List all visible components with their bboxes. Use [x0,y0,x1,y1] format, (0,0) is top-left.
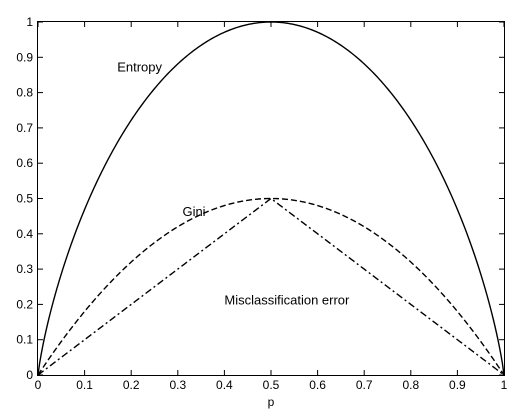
series-labels: Entropy Gini Misclassification error [117,59,350,307]
x-tick-label: 0.4 [216,378,233,392]
series-label: Entropy [117,59,162,74]
y-tick-label: 0.6 [16,156,33,170]
x-tick-label: 0.3 [169,378,186,392]
y-tick-label: 0.2 [16,297,33,311]
y-tick-label: 0.3 [16,262,33,276]
x-tick-label: 0.1 [76,378,93,392]
x-tick-label: 1 [501,378,508,392]
x-tick-label: 0 [35,378,42,392]
y-tick-label: 1 [26,15,33,29]
series-label: Gini [182,204,205,219]
x-tick-label: 0.9 [449,378,466,392]
y-tick-label: 0.1 [16,333,33,347]
y-tick-label: 0 [26,368,33,382]
x-tick-label: 0.8 [402,378,419,392]
tick-labels: 0 0.1 0.2 0.3 0.4 0.5 0.6 0.7 0.8 0.9 1 0 0.1 0.2 0.3 0… [16,15,507,392]
series-line-entropy [37,21,505,376]
series-label: Misclassification error [224,292,350,307]
y-tick-label: 0.8 [16,86,33,100]
x-tick-label: 0.7 [356,378,373,392]
x-axis-label: p [268,395,275,409]
y-tick-label: 0.9 [16,50,33,64]
x-tick-label: 0.5 [263,378,280,392]
curves [37,21,505,376]
y-tick-label: 0.4 [16,227,33,241]
series-line-misclassification-error [37,197,505,376]
x-tick-label: 0.6 [309,378,326,392]
y-tick-label: 0.7 [16,121,33,135]
series-line-gini [37,197,505,376]
x-tick-label: 0.2 [123,378,140,392]
y-tick-label: 0.5 [16,192,33,206]
